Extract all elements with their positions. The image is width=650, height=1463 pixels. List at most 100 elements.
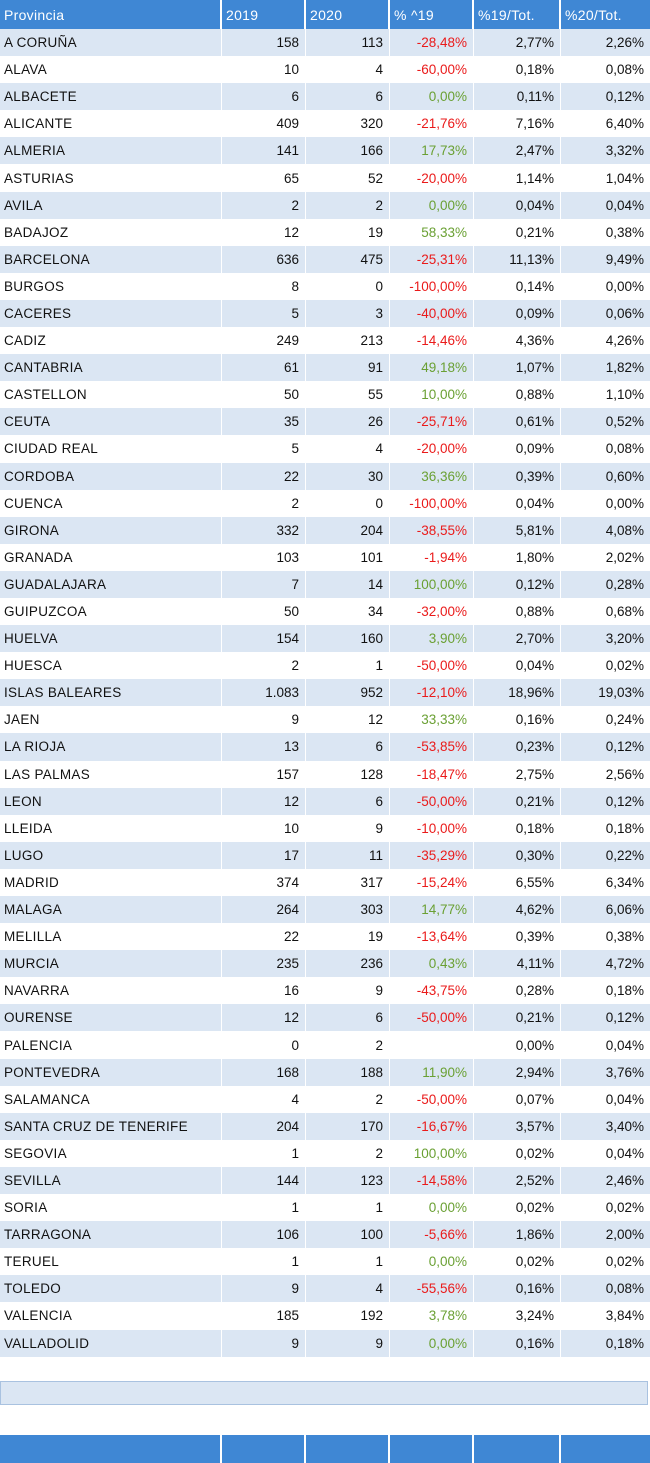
cell-provincia[interactable]: MELILLA <box>0 923 222 951</box>
cell-2019[interactable]: 204 <box>222 1112 306 1140</box>
cell-pct19-total[interactable]: 0,18% <box>474 56 561 84</box>
cell-2019[interactable]: 264 <box>222 896 306 924</box>
cell-pct19-total[interactable]: 2,77% <box>474 29 561 57</box>
cell-2019[interactable]: 35 <box>222 408 306 436</box>
cell-pct20-total[interactable]: 0,52% <box>561 408 650 436</box>
cell-2020[interactable]: 0 <box>306 272 390 300</box>
cell-provincia[interactable]: LAS PALMAS <box>0 760 222 788</box>
cell-pct-change[interactable]: -32,00% <box>390 597 474 626</box>
cell-2020[interactable]: 55 <box>306 381 390 409</box>
cell-provincia[interactable]: MURCIA <box>0 950 222 978</box>
cell-2019[interactable]: 12 <box>222 1004 306 1032</box>
cell-2020[interactable]: 4 <box>306 1275 390 1303</box>
cell-provincia[interactable]: CUENCA <box>0 489 222 517</box>
cell-pct19-total[interactable]: 2,52% <box>474 1166 561 1195</box>
cell-2020[interactable]: 192 <box>306 1302 390 1330</box>
cell-provincia[interactable]: CIUDAD REAL <box>0 435 222 463</box>
cell-2019[interactable]: 103 <box>222 543 306 571</box>
cell-2020[interactable]: 952 <box>306 679 390 707</box>
cell-provincia[interactable]: LLEIDA <box>0 814 222 842</box>
cell-2019[interactable]: 0 <box>222 1031 306 1059</box>
cell-pct19-total[interactable]: 4,36% <box>474 327 561 355</box>
cell-pct-change[interactable]: -60,00% <box>390 56 474 84</box>
cell-pct19-total[interactable]: 0,04% <box>474 191 561 219</box>
cell-pct20-total[interactable]: 0,04% <box>561 1031 650 1059</box>
cell-pct19-total[interactable]: 0,00% <box>474 1031 561 1059</box>
cell-pct20-total[interactable]: 0,00% <box>561 489 650 517</box>
col-header-pct19-total[interactable]: %19/Tot. <box>474 0 561 29</box>
cell-2020[interactable]: 4 <box>306 435 390 463</box>
cell-pct20-total[interactable]: 0,12% <box>561 733 650 761</box>
cell-pct20-total[interactable]: 2,00% <box>561 1221 650 1249</box>
cell-pct19-total[interactable]: 0,07% <box>474 1085 561 1113</box>
cell-2019[interactable]: 1 <box>222 1139 306 1167</box>
cell-provincia[interactable]: LA RIOJA <box>0 733 222 761</box>
cell-2020[interactable]: 12 <box>306 706 390 734</box>
cell-pct20-total[interactable]: 0,06% <box>561 299 650 328</box>
cell-2020[interactable]: 11 <box>306 841 390 869</box>
cell-provincia[interactable]: TARRAGONA <box>0 1221 222 1249</box>
cell-pct19-total[interactable]: 0,09% <box>474 299 561 328</box>
col-header-2020[interactable]: 2020 <box>306 0 390 29</box>
cell-pct19-total[interactable]: 6,55% <box>474 868 561 896</box>
cell-pct20-total[interactable]: 0,02% <box>561 1194 650 1222</box>
cell-2019[interactable]: 7 <box>222 570 306 598</box>
cell-pct19-total[interactable]: 0,14% <box>474 272 561 300</box>
cell-2020[interactable]: 188 <box>306 1058 390 1086</box>
cell-pct20-total[interactable]: 4,72% <box>561 950 650 978</box>
cell-2019[interactable]: 9 <box>222 706 306 734</box>
cell-pct20-total[interactable]: 19,03% <box>561 679 650 707</box>
cell-2020[interactable]: 6 <box>306 1004 390 1032</box>
cell-2020[interactable]: 2 <box>306 1085 390 1113</box>
cell-pct-change[interactable]: 10,00% <box>390 381 474 409</box>
cell-pct-change[interactable]: -5,66% <box>390 1221 474 1249</box>
cell-pct20-total[interactable]: 2,02% <box>561 543 650 571</box>
cell-pct19-total[interactable]: 0,88% <box>474 597 561 626</box>
cell-pct-change[interactable]: -18,47% <box>390 760 474 788</box>
cell-provincia[interactable]: CADIZ <box>0 327 222 355</box>
cell-provincia[interactable]: SALAMANCA <box>0 1085 222 1113</box>
cell-2019[interactable]: 22 <box>222 462 306 490</box>
cell-2020[interactable]: 6 <box>306 733 390 761</box>
cell-pct19-total[interactable]: 0,02% <box>474 1139 561 1167</box>
cell-2020[interactable]: 475 <box>306 245 390 273</box>
cell-provincia[interactable]: SANTA CRUZ DE TENERIFE <box>0 1112 222 1140</box>
cell-pct-change[interactable]: 0,00% <box>390 191 474 219</box>
cell-2020[interactable]: 2 <box>306 191 390 219</box>
cell-pct-change[interactable]: -100,00% <box>390 272 474 300</box>
cell-pct19-total[interactable]: 0,11% <box>474 83 561 111</box>
cell-pct19-total[interactable]: 0,61% <box>474 408 561 436</box>
cell-pct20-total[interactable]: 1,82% <box>561 354 650 382</box>
cell-pct-change[interactable]: -14,46% <box>390 327 474 355</box>
cell-pct20-total[interactable]: 0,22% <box>561 841 650 869</box>
cell-2019[interactable]: 185 <box>222 1302 306 1330</box>
cell-provincia[interactable]: SEVILLA <box>0 1166 222 1195</box>
cell-pct-change[interactable]: 36,36% <box>390 462 474 490</box>
cell-pct-change[interactable]: -53,85% <box>390 733 474 761</box>
cell-provincia[interactable]: A CORUÑA <box>0 29 222 57</box>
cell-pct20-total[interactable]: 0,04% <box>561 1139 650 1167</box>
cell-pct20-total[interactable]: 3,40% <box>561 1112 650 1140</box>
cell-pct19-total[interactable]: 0,09% <box>474 435 561 463</box>
cell-pct19-total[interactable]: 4,11% <box>474 950 561 978</box>
cell-provincia[interactable]: OURENSE <box>0 1004 222 1032</box>
cell-provincia[interactable]: NAVARRA <box>0 977 222 1005</box>
cell-2019[interactable]: 157 <box>222 760 306 788</box>
cell-2019[interactable]: 636 <box>222 245 306 273</box>
cell-pct-change[interactable]: -21,76% <box>390 110 474 138</box>
cell-2019[interactable]: 50 <box>222 597 306 626</box>
cell-pct19-total[interactable]: 0,39% <box>474 923 561 951</box>
cell-pct-change[interactable]: -28,48% <box>390 29 474 57</box>
cell-pct19-total[interactable]: 0,02% <box>474 1248 561 1276</box>
cell-pct20-total[interactable]: 2,46% <box>561 1166 650 1195</box>
cell-pct-change[interactable]: -20,00% <box>390 435 474 463</box>
cell-pct20-total[interactable]: 6,06% <box>561 896 650 924</box>
cell-pct-change[interactable]: 0,00% <box>390 1194 474 1222</box>
cell-2020[interactable]: 19 <box>306 218 390 246</box>
cell-provincia[interactable]: SORIA <box>0 1194 222 1222</box>
cell-pct20-total[interactable]: 1,10% <box>561 381 650 409</box>
cell-2019[interactable]: 6 <box>222 83 306 111</box>
cell-provincia[interactable]: LUGO <box>0 841 222 869</box>
cell-pct-change[interactable]: -43,75% <box>390 977 474 1005</box>
cell-provincia[interactable]: PALENCIA <box>0 1031 222 1059</box>
